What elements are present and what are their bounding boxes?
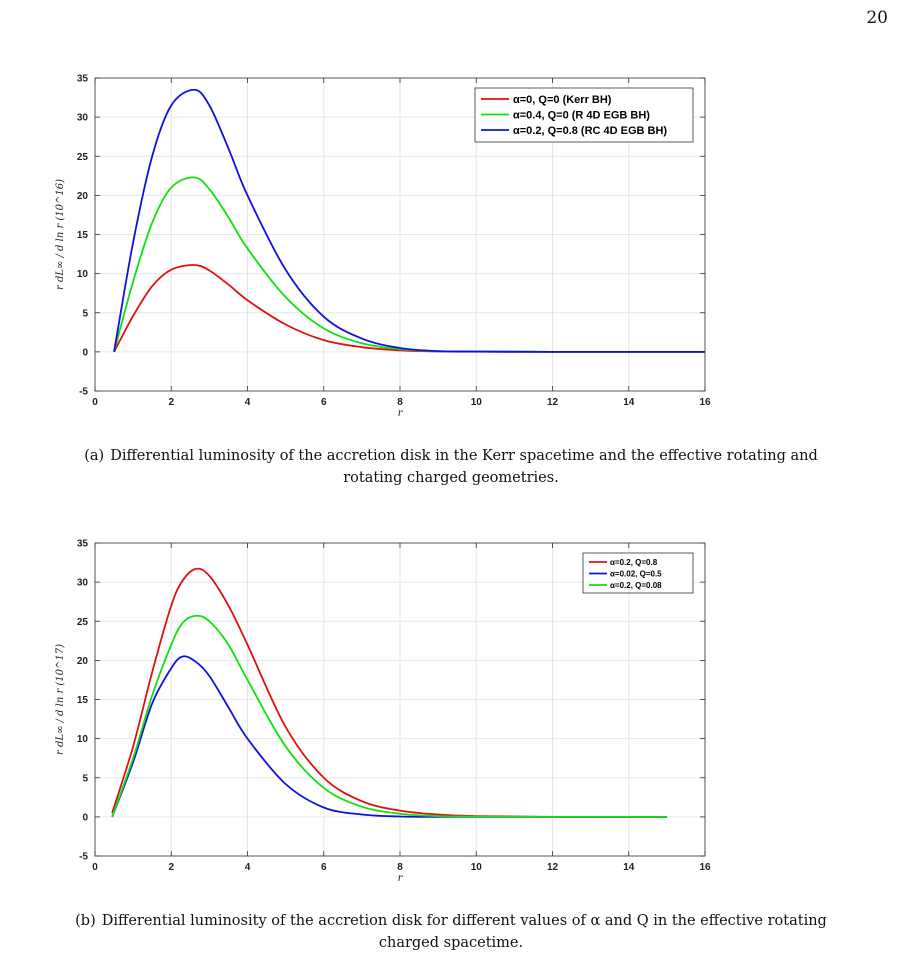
x-tick-label: 10 [471, 862, 483, 873]
x-tick-label: 2 [168, 397, 174, 408]
y-tick-label: 35 [77, 539, 89, 550]
caption-a: (a) Differential luminosity of the accret… [0, 445, 902, 489]
y-tick-label: 5 [82, 773, 88, 784]
y-tick-label: 15 [77, 230, 89, 241]
series-line-3 [113, 88, 705, 353]
x-tick-label: 0 [92, 862, 98, 873]
x-tick-label: 4 [245, 862, 251, 873]
x-tick-label: 6 [321, 862, 327, 873]
y-axis-label: r dL∞ / d ln r (10^16) [55, 179, 66, 290]
y-axis-label-group: r dL∞ / d ln r (10^17) [55, 644, 66, 755]
chart-b: 0 2 4 6 8 10 12 14 16 -5 0 5 10 15 20 25 30 35 r r dL∞ / d … [55, 539, 711, 885]
series-line-3 [111, 614, 667, 818]
x-tick-label: 8 [397, 397, 403, 408]
legend-label-1: α=0.2, Q=0.8 [610, 558, 658, 567]
x-tick-label: 10 [471, 397, 483, 408]
y-tick-label: 35 [77, 74, 89, 85]
x-tick-label: 0 [92, 397, 98, 408]
x-tick-label: 4 [245, 397, 251, 408]
y-tick-label: 25 [77, 152, 89, 163]
legend-label-2: α=0.02, Q=0.5 [610, 570, 662, 579]
caption-b: (b) Differential luminosity of the accret… [0, 910, 902, 954]
legend-label-3: α=0.2, Q=0.08 [610, 581, 662, 590]
y-axis-label-group: r dL∞ / d ln r (10^16) [55, 179, 66, 290]
x-tick-label: 14 [623, 397, 635, 408]
x-tick-label: 6 [321, 397, 327, 408]
y-tick-label: 30 [77, 578, 89, 589]
y-axis-label: r dL∞ / d ln r (10^17) [55, 644, 66, 755]
y-tick-label: -5 [79, 852, 88, 863]
legend-label-2: α=0.4, Q=0 (R 4D EGB BH) [513, 110, 650, 122]
legend-box [474, 87, 694, 143]
x-tick-label: 12 [547, 397, 559, 408]
y-tick-label: 15 [77, 695, 89, 706]
y-tick-label: 0 [82, 812, 88, 823]
legend-label-3: α=0.2, Q=0.8 (RC 4D EGB BH) [513, 125, 667, 137]
y-tick-label: 10 [77, 734, 89, 745]
chart-a: 0 2 4 6 8 10 12 14 16 -5 0 5 10 15 20 25 30 35 r r dL∞ / d … [55, 74, 711, 420]
legend-label-1: α=0, Q=0 (Kerr BH) [513, 94, 612, 106]
y-tick-label: -5 [79, 387, 88, 398]
x-tick-label: 12 [547, 862, 559, 873]
x-tick-label: 16 [699, 397, 711, 408]
page-number: 20 [866, 8, 888, 28]
y-tick-label: 5 [82, 308, 88, 319]
y-tick-label: 20 [77, 191, 89, 202]
y-tick-label: 25 [77, 617, 89, 628]
y-tick-label: 20 [77, 656, 89, 667]
caption-a-text: Differential luminosity of the accretion… [110, 448, 818, 486]
x-tick-label: 8 [397, 862, 403, 873]
caption-b-text: Differential luminosity of the accretion… [101, 913, 827, 951]
x-tick-label: 16 [699, 862, 711, 873]
caption-b-tag: (b) [75, 913, 96, 929]
x-tick-label: 14 [623, 862, 635, 873]
caption-a-tag: (a) [84, 448, 105, 464]
x-tick-label: 2 [168, 862, 174, 873]
x-axis-label: r [398, 873, 404, 884]
y-tick-label: 30 [77, 113, 89, 124]
x-axis-label: r [398, 408, 404, 419]
y-tick-label: 10 [77, 269, 89, 280]
y-tick-label: 0 [82, 347, 88, 358]
